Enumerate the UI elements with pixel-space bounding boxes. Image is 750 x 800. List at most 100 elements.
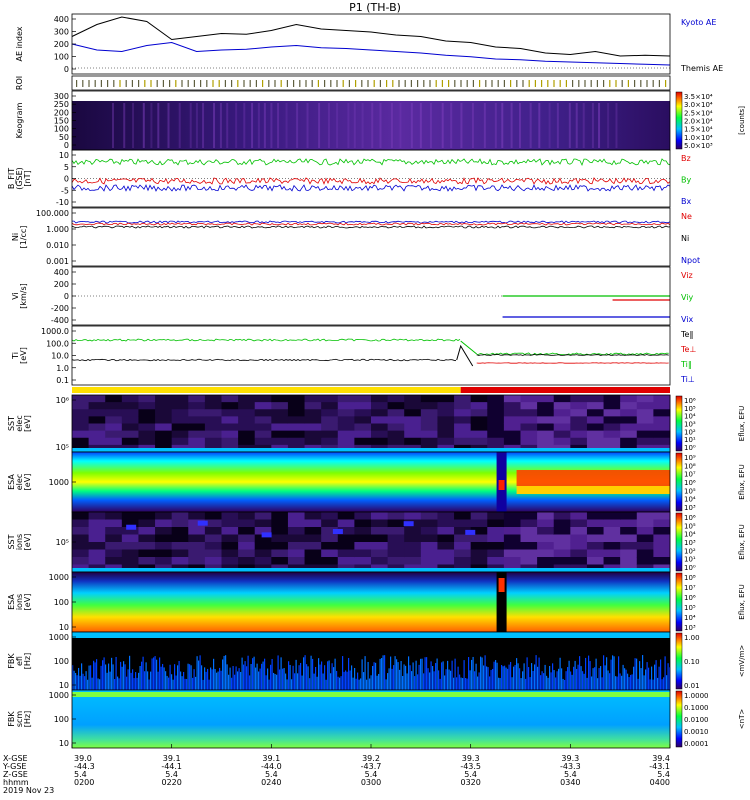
panel-fbk_e-spike — [643, 675, 645, 690]
panel-fbk_e-spike — [522, 671, 524, 690]
panel-sst_i-cell — [304, 557, 322, 565]
panel-sst_e-cell — [271, 395, 289, 403]
panel-keogram-streak — [112, 103, 114, 148]
panel-sst_i-cell — [487, 519, 505, 528]
panel-sst_e-cell — [204, 437, 222, 446]
panel-sst_i-cell — [454, 512, 472, 520]
panel-sst_e-cell — [570, 437, 588, 446]
panel-roi-tick-bar — [404, 80, 406, 87]
panel-fbk_e-ytick: 100 — [54, 657, 69, 666]
panel-roi-tick-bar — [373, 80, 375, 87]
panel-fbk_e-spike — [162, 663, 164, 690]
panel-sst_i-cell — [503, 542, 521, 550]
panel-fbk_e-spike — [519, 668, 521, 690]
panel-sst_i-cell — [371, 512, 389, 520]
panel-fbk_e-spike — [243, 664, 245, 690]
panel-fbk_e-spike — [487, 667, 489, 690]
panel-fbk_e-spike — [511, 677, 513, 690]
panel-sst_i-cell — [171, 527, 189, 535]
panel-roi-tick-bar — [138, 80, 140, 87]
panel-sst_i-cell — [171, 512, 189, 520]
panel-sst_e-cell — [586, 430, 605, 439]
panel-fbk_e-spike — [130, 672, 132, 690]
panel-keogram-streak — [336, 103, 339, 148]
panel-sst_e-cell — [254, 416, 272, 424]
x-axis-row-label: hhmm — [3, 778, 29, 787]
panel-sst_e-cell — [404, 395, 422, 403]
panel-fbk_e-spike — [327, 661, 329, 690]
panel-sst_e-cell — [105, 430, 123, 439]
panel-sst_i-cell — [155, 534, 173, 543]
panel-fbk_e-spike — [456, 677, 458, 690]
panel-fbk_e-spike — [283, 668, 285, 690]
panel-fbk_e-spike — [564, 679, 566, 690]
panel-roi-tick-bar — [627, 80, 629, 87]
panel-ni-frame — [71, 207, 671, 267]
panel-bfit-bz-line — [71, 177, 671, 185]
panel-sst_e-cell — [121, 416, 139, 424]
panel-roi-tick-bar — [603, 80, 605, 87]
panel-ti-legend: Ti⊥ — [680, 375, 695, 384]
panel-ni-ytick: 1.000 — [46, 225, 69, 234]
panel-keogram-streak — [263, 103, 266, 148]
panel-fbk_e-spike — [165, 671, 167, 690]
panel-sst_e-cell — [570, 423, 588, 432]
panel-fbk_e-ytick: 10 — [59, 681, 69, 690]
panel-keogram-streak — [251, 103, 254, 148]
panel-fbk_e-spike — [444, 675, 446, 690]
panel-sst_i-colorbar-label: 10⁰ — [684, 564, 696, 572]
panel-sst_e-cell — [404, 402, 422, 410]
panel-sst_e-cell — [337, 402, 355, 410]
panel-fbk_e-spike — [358, 679, 360, 690]
panel-sst_i-cell — [454, 534, 472, 543]
panel-sst_e-cell — [72, 395, 90, 403]
panel-fbk_e-spike — [631, 674, 633, 690]
panel-sst_i-cell — [520, 542, 538, 550]
panel-sst_i-cell — [354, 549, 372, 558]
panel-fbk_e-spike — [555, 677, 557, 690]
panel-fbk_e-spike — [333, 667, 335, 690]
panel-sst_e-cell — [603, 437, 621, 446]
panel-fbk_e-spike — [342, 656, 344, 690]
panel-sst_e-cell — [88, 437, 106, 446]
panel-fbk_e-spike — [184, 678, 186, 690]
panel-fbk_b-ytick: 10 — [59, 739, 69, 748]
panel-sst_e-cell — [155, 423, 173, 432]
panel-keogram-streak — [471, 103, 474, 148]
panel-fbk_e-spike — [303, 657, 305, 690]
panel-roi-tick-bar — [584, 80, 586, 87]
panel-fbk_e-spike — [391, 668, 393, 690]
panel-roi-tick-bar — [528, 80, 530, 87]
panel-keogram-streak — [450, 103, 453, 148]
panel-roi-tick-bar — [367, 80, 369, 87]
panel-fbk_e-spike — [142, 656, 144, 690]
panel-sst_e-cell — [537, 437, 555, 446]
panel-roi-tick-bar — [82, 80, 84, 87]
panel-roi-tick-bar — [212, 80, 214, 87]
mode-bar-yellow — [72, 387, 461, 393]
panel-roi-tick-bar — [342, 80, 344, 87]
panel-sst_e-cell — [155, 416, 173, 424]
panel-fbk_e-spike — [424, 657, 426, 690]
panel-fbk_e-spike — [381, 658, 383, 690]
panel-sst_i-cell — [337, 549, 355, 558]
panel-fbk_e-spike — [531, 663, 533, 690]
panel-sst_e-cell — [171, 416, 189, 424]
panel-fbk_e-spike — [649, 679, 651, 690]
panel-sst_i-cell — [304, 512, 322, 520]
panel-ae-legend: Themis AE — [680, 64, 723, 73]
panel-fbk_e-spike — [475, 663, 477, 690]
panel-keogram-colorbar-label: 2.5×10⁴ — [684, 109, 713, 117]
panel-sst_e-cell — [636, 430, 654, 439]
panel-sst_i-cell — [503, 534, 521, 543]
panel-fbk_e-spike — [426, 657, 428, 690]
panel-sst_i-cell — [88, 527, 106, 535]
panel-fbk_e-spike — [523, 663, 525, 690]
panel-ti-ti-par-hi — [71, 338, 461, 342]
panel-fbk_e-spike — [103, 657, 105, 690]
panel-ae-legend: Kyoto AE — [681, 18, 716, 27]
panel-ae-ytick: 100 — [54, 53, 69, 62]
panel-roi-tick-bar — [293, 80, 295, 87]
panel-sst_e-cell — [287, 416, 306, 424]
